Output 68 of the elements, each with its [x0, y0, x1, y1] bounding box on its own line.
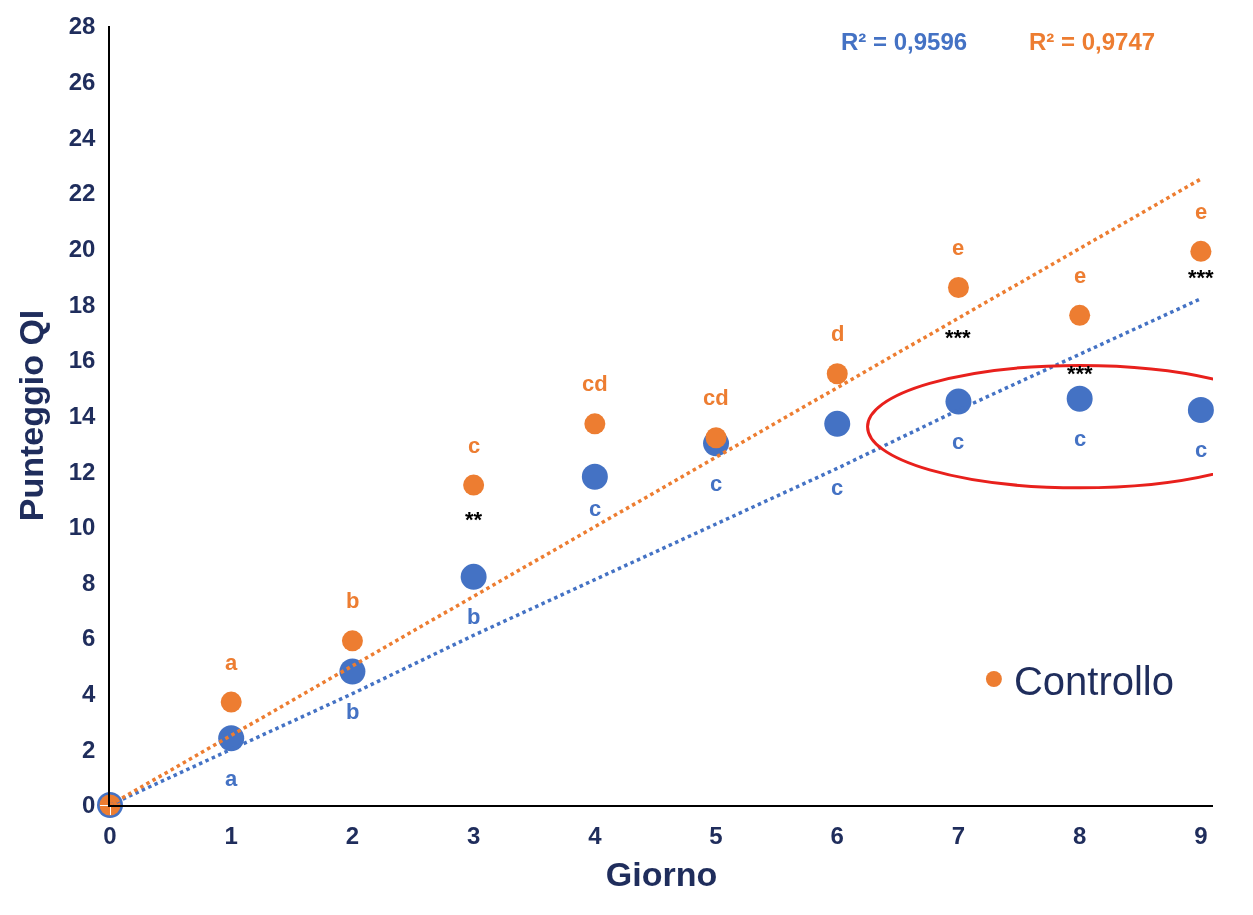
y-tick-label: 8	[82, 568, 96, 596]
annotation: ***	[945, 325, 972, 350]
y-tick-label: 4	[82, 680, 97, 708]
annotation: cd	[703, 385, 729, 410]
y-tick-label: 24	[68, 123, 97, 151]
point	[1066, 385, 1093, 412]
y-tick-label: 28	[68, 12, 96, 40]
annotation: b	[346, 588, 360, 613]
point	[1190, 240, 1212, 262]
y-tick-label: 10	[68, 513, 96, 541]
point	[463, 474, 485, 496]
annotation: c	[468, 433, 481, 458]
annotation: ***	[1067, 361, 1094, 386]
x-axis-title: Giorno	[605, 855, 718, 894]
point	[220, 691, 242, 713]
y-tick-label: 12	[68, 457, 96, 485]
point	[581, 463, 608, 490]
point	[1069, 304, 1091, 326]
point	[824, 410, 851, 437]
legend-label: Controllo	[1013, 658, 1174, 703]
point	[826, 363, 848, 385]
annotation: R² = 0,9747	[1029, 28, 1156, 55]
point	[460, 563, 487, 590]
x-tick-label: 3	[466, 821, 481, 849]
x-tick-label: 0	[103, 821, 117, 849]
x-tick-label: 9	[1194, 821, 1208, 849]
point	[339, 658, 366, 685]
annotation: **	[465, 507, 483, 532]
y-tick-label: 18	[68, 290, 96, 318]
annotation: a	[225, 650, 238, 675]
x-tick-label: 4	[588, 821, 603, 849]
point	[947, 277, 969, 299]
annotation: e	[952, 235, 965, 260]
annotation: b	[346, 699, 360, 724]
y-tick-label: 20	[68, 234, 96, 262]
x-tick-label: 8	[1072, 821, 1087, 849]
point	[705, 427, 727, 449]
x-tick-label: 2	[345, 821, 360, 849]
annotation: c	[1195, 437, 1208, 462]
y-tick-label: 26	[68, 68, 96, 96]
y-tick-label: 16	[68, 346, 96, 374]
annotation: e	[1195, 199, 1208, 224]
point	[945, 388, 972, 415]
annotation: e	[1074, 263, 1087, 288]
point	[584, 413, 606, 435]
x-tick-label: 7	[951, 821, 966, 849]
y-tick-label: 0	[82, 791, 96, 819]
annotation: c	[952, 429, 965, 454]
y-tick-label: 22	[68, 179, 96, 207]
y-tick-label: 6	[82, 624, 96, 652]
annotation: c	[831, 475, 844, 500]
point	[341, 630, 363, 652]
x-tick-label: 6	[830, 821, 844, 849]
y-tick-label: 2	[82, 735, 96, 763]
x-tick-label: 1	[224, 821, 238, 849]
y-tick-label: 14	[68, 401, 97, 429]
annotation: a	[225, 766, 238, 791]
x-tick-label: 5	[709, 821, 723, 849]
annotation: c	[710, 471, 723, 496]
annotation: c	[1074, 426, 1087, 451]
annotation: b	[467, 604, 481, 629]
annotation: cd	[582, 371, 608, 396]
annotation: ***	[1188, 265, 1215, 290]
point	[1187, 396, 1214, 423]
annotation: c	[589, 496, 602, 521]
annotation: R² = 0,9596	[841, 28, 968, 55]
annotation: d	[831, 321, 845, 346]
y-axis-title: Punteggio QI	[11, 309, 50, 522]
